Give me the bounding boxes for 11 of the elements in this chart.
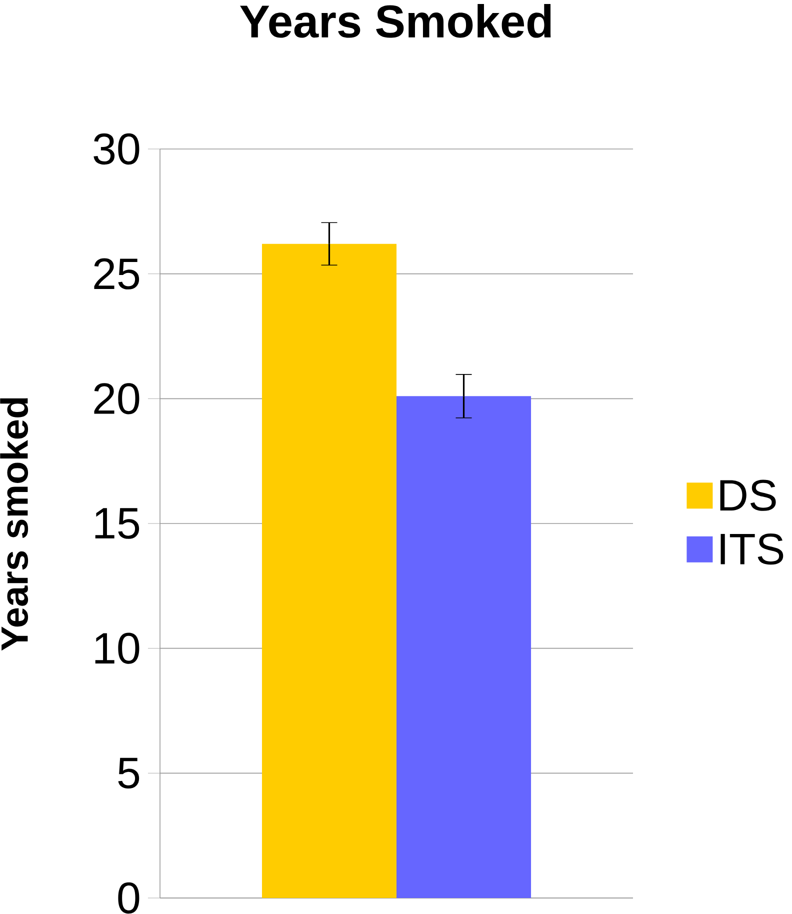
legend-label: ITS xyxy=(720,533,784,565)
y-tick-label: 25 xyxy=(94,258,140,290)
legend-label: DS xyxy=(720,480,776,511)
y-axis-title: Years smoked xyxy=(0,398,28,651)
y-tick-label: 10 xyxy=(95,632,140,664)
y-tick-label: 30 xyxy=(94,133,140,165)
y-tick-label: 15 xyxy=(95,508,140,539)
y-tick-label: 0 xyxy=(118,882,140,914)
y-tick-label: 5 xyxy=(118,758,140,789)
y-tick-label: 20 xyxy=(94,383,140,414)
chart-title: Years Smoked xyxy=(240,4,551,38)
